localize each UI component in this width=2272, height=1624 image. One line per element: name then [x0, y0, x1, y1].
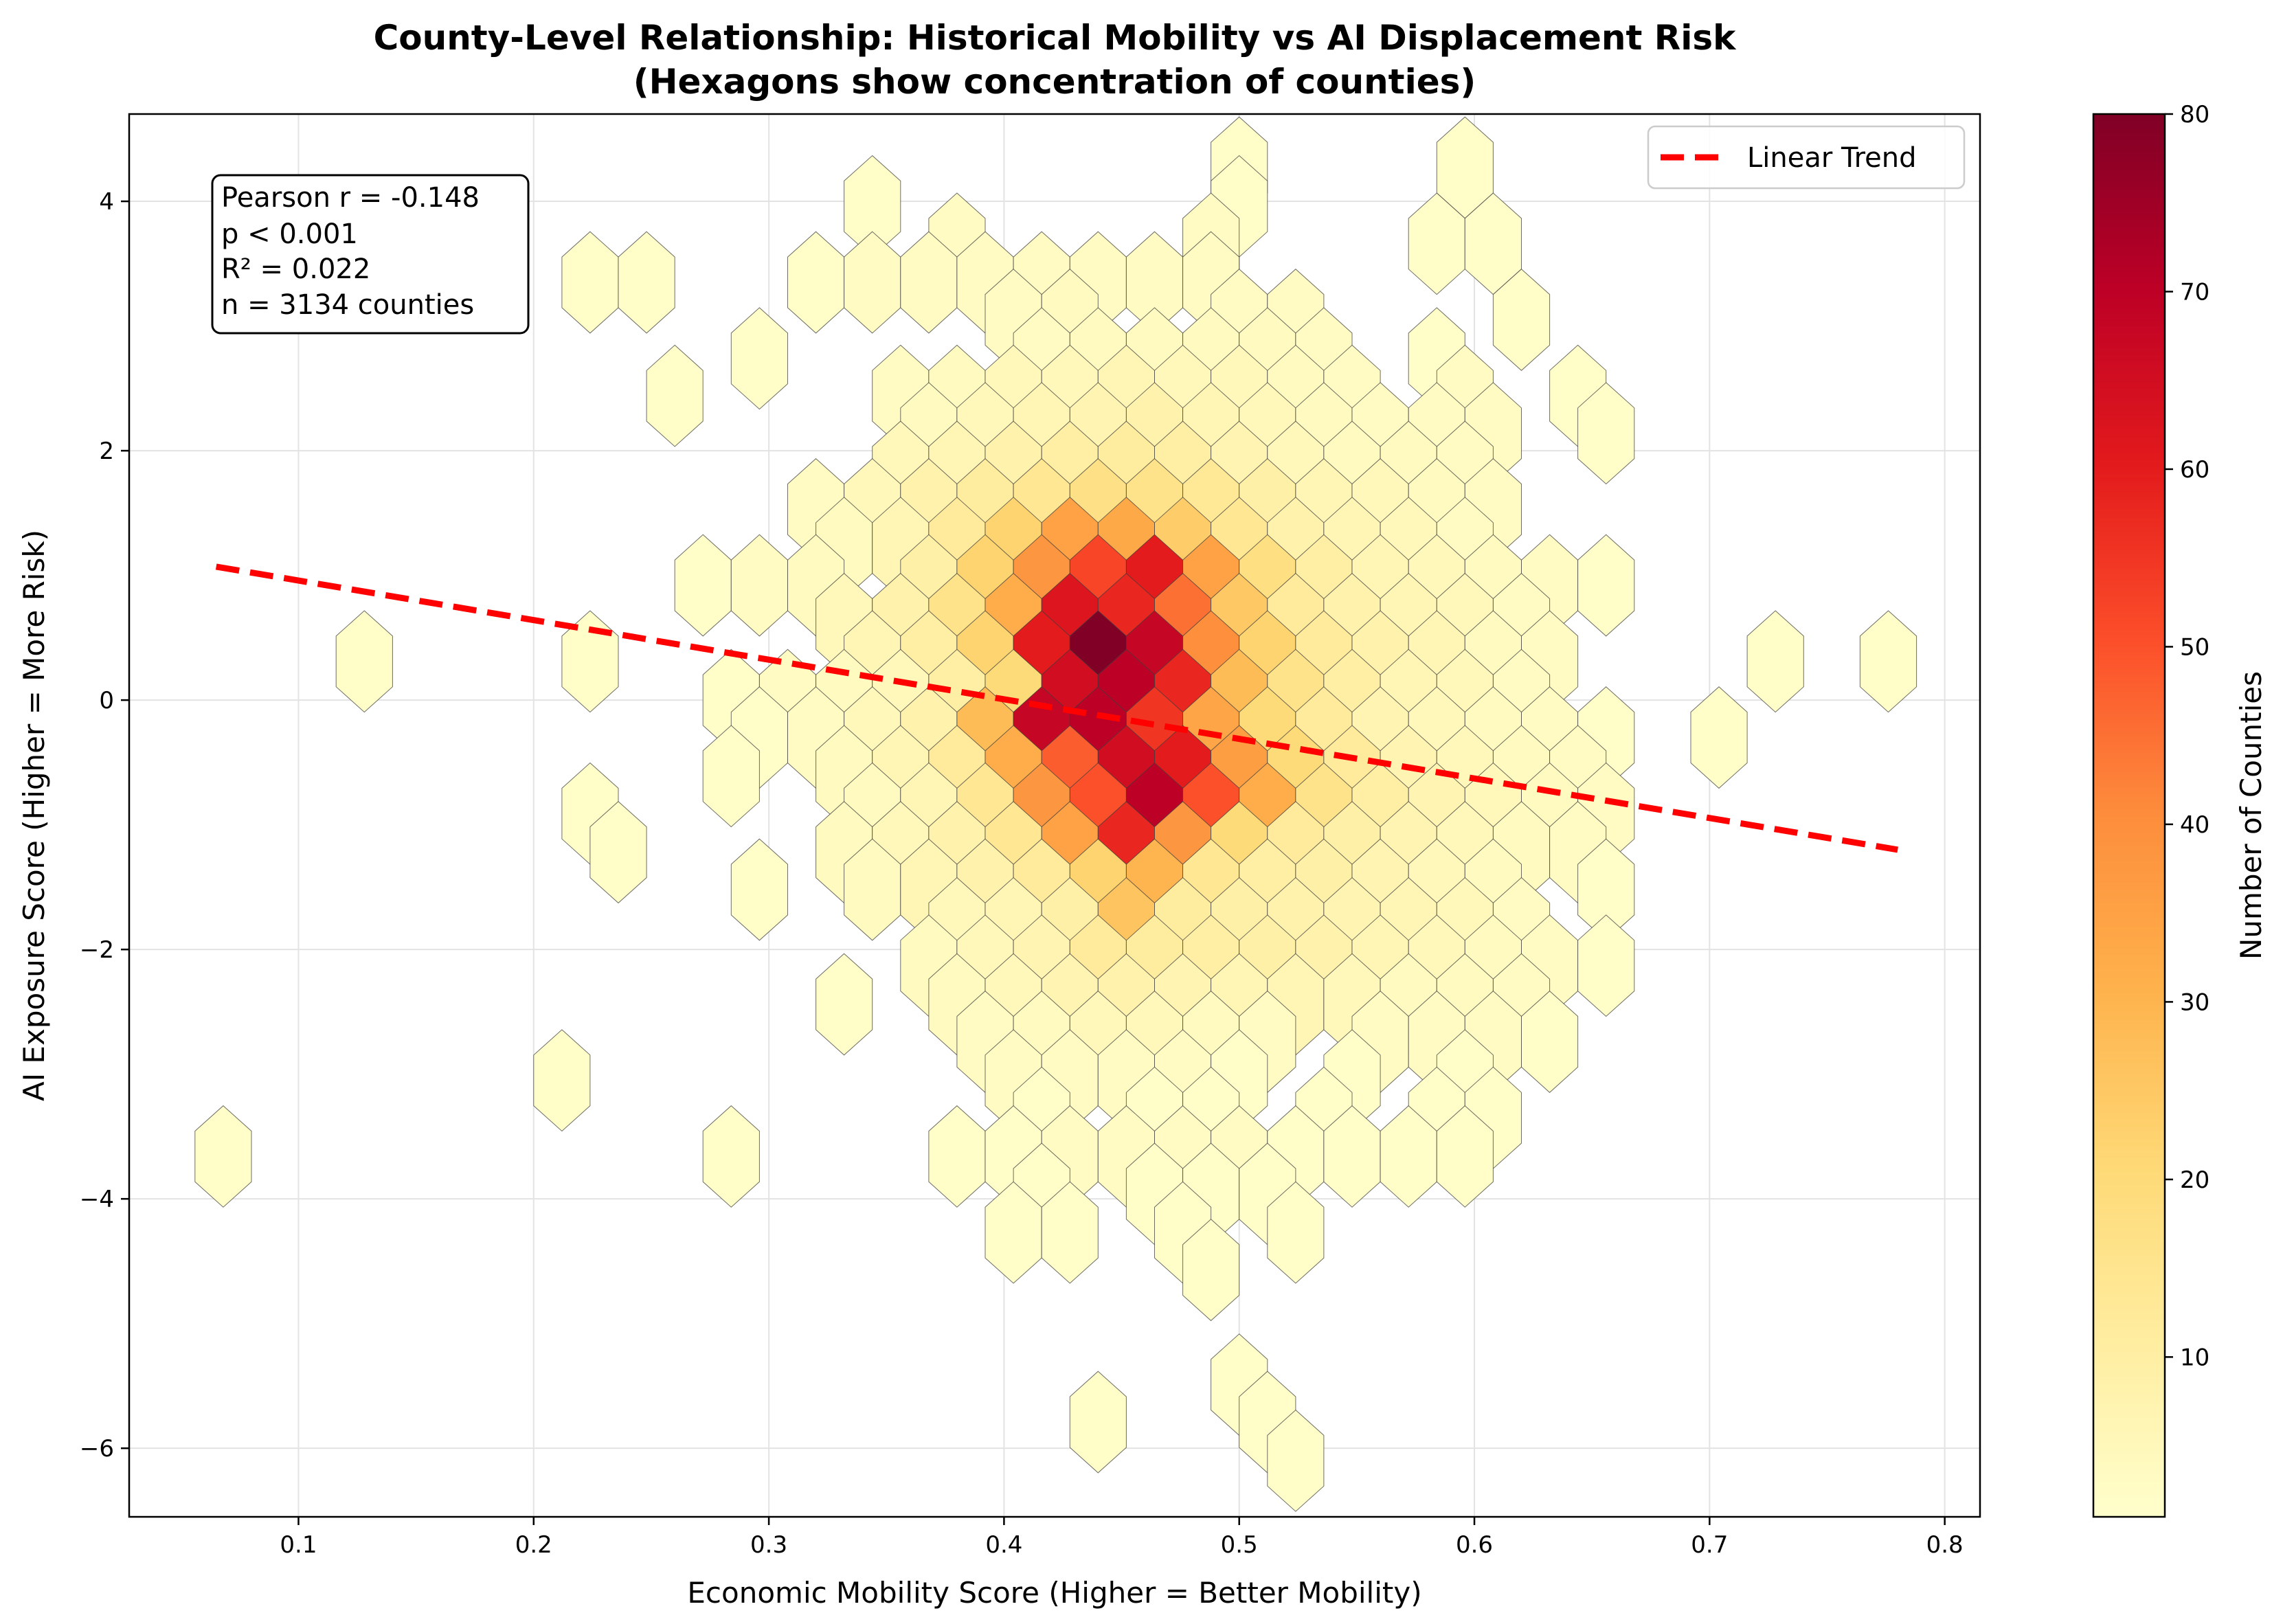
- hexbin-cell: [533, 1029, 591, 1132]
- y-tick-label: 2: [99, 438, 114, 465]
- colorbar-tick-label: 30: [2180, 989, 2209, 1016]
- hexbin-cell: [1436, 1105, 1494, 1208]
- x-tick-label: 0.2: [515, 1531, 552, 1559]
- y-tick-label: 0: [99, 687, 114, 714]
- colorbar-tick-label: 70: [2180, 278, 2209, 306]
- hexbin-cell: [730, 838, 788, 941]
- colorbar-tick-label: 40: [2180, 811, 2209, 839]
- hexbin-layer: [194, 116, 1917, 1512]
- colorbar: 10 20 30 40 50 60 70 80 Number of Counties: [2092, 101, 2268, 1518]
- hexbin-cell: [561, 610, 619, 713]
- hexbin-cell: [1041, 1181, 1099, 1284]
- stats-n-counties: n = 3134 counties: [221, 289, 474, 321]
- colorbar-label: Number of Counties: [2234, 671, 2268, 960]
- colorbar-tick-label: 20: [2180, 1166, 2209, 1194]
- x-axis-ticks: 0.1 0.2 0.3 0.4 0.5 0.6 0.7 0.8: [280, 1517, 1964, 1559]
- x-tick-label: 0.8: [1926, 1531, 1964, 1559]
- x-tick-label: 0.7: [1691, 1531, 1728, 1559]
- hexbin-cell: [1182, 1219, 1240, 1322]
- plot-frame: [128, 113, 1981, 1518]
- y-tick-label: −6: [80, 1435, 114, 1463]
- x-tick-label: 0.3: [750, 1531, 787, 1559]
- hexbin-cell: [1577, 534, 1635, 637]
- colorbar-tick-label: 10: [2180, 1344, 2209, 1371]
- stats-p-value: p < 0.001: [221, 218, 358, 250]
- hexbin-cell: [730, 307, 788, 410]
- colorbar-gradient: [2092, 113, 2166, 1518]
- x-tick-label: 0.4: [985, 1531, 1022, 1559]
- hexbin-cell: [618, 231, 675, 334]
- y-tick-label: 4: [99, 188, 114, 216]
- hexbin-cell: [1577, 914, 1635, 1017]
- hexbin-cell: [1521, 990, 1579, 1093]
- legend: Linear Trend: [1647, 125, 1966, 190]
- hexbin-cell: [1492, 269, 1551, 371]
- y-axis-label: AI Exposure Score (Higher = More Risk): [17, 530, 51, 1101]
- hexbin-cell: [646, 344, 704, 447]
- hexbin-cell: [1267, 1181, 1325, 1284]
- x-tick-label: 0.6: [1456, 1531, 1493, 1559]
- stats-pearson-r: Pearson r = -0.148: [221, 182, 480, 214]
- hexbin-cell: [1069, 1371, 1127, 1474]
- y-tick-label: −2: [80, 936, 114, 964]
- hexbin-cell: [1267, 1409, 1325, 1512]
- colorbar-tick-label: 60: [2180, 456, 2209, 484]
- stats-r-squared: R² = 0.022: [221, 253, 370, 285]
- chart-title-line1: County-Level Relationship: Historical Mo…: [374, 18, 1737, 58]
- y-tick-label: −4: [80, 1186, 114, 1213]
- hexbin-cell: [702, 1105, 760, 1208]
- hexbin-cell: [1859, 610, 1917, 713]
- chart-title-line2: (Hexagons show concentration of counties…: [633, 62, 1476, 102]
- stats-annotation: Pearson r = -0.148 p < 0.001 R² = 0.022 …: [211, 174, 530, 335]
- hexbin-cell: [702, 725, 760, 828]
- hexbin-cell: [1690, 686, 1748, 789]
- legend-trend-label: Linear Trend: [1747, 142, 1917, 174]
- x-axis-label: Economic Mobility Score (Higher = Better…: [687, 1576, 1421, 1610]
- hexbin-cell: [1577, 382, 1635, 485]
- x-tick-label: 0.5: [1221, 1531, 1258, 1559]
- colorbar-tick-label: 50: [2180, 633, 2209, 661]
- hexbin-cell: [1746, 610, 1804, 713]
- y-axis-ticks: 4 2 0 −2 −4 −6: [80, 188, 129, 1463]
- colorbar-ticks: 10 20 30 40 50 60 70 80: [2165, 101, 2209, 1371]
- x-tick-label: 0.1: [280, 1531, 317, 1559]
- colorbar-tick-label: 80: [2180, 101, 2209, 128]
- legend-box: [1647, 125, 1966, 190]
- stats-annotation-box: [211, 174, 530, 335]
- hexbin-cell: [816, 953, 873, 1056]
- hexbin-cell: [589, 801, 647, 904]
- trend-line: [215, 563, 1898, 853]
- hexbin-cell: [335, 610, 393, 713]
- hexbin-cell: [194, 1105, 252, 1208]
